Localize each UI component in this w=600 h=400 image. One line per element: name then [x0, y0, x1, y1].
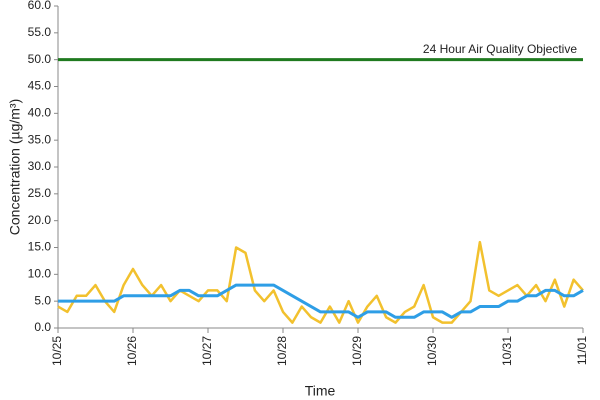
y-tick-label: 5.0	[34, 293, 51, 307]
series-line	[57, 240, 584, 324]
x-tick-label: 10/27	[200, 336, 214, 366]
reference-label: 24 Hour Air Quality Objective	[423, 42, 577, 56]
y-tick-label: 40.0	[28, 106, 52, 120]
series-line	[58, 283, 584, 319]
x-tick-label: 10/28	[275, 336, 289, 366]
y-tick-label: 25.0	[28, 186, 52, 200]
x-tick-label: 10/26	[125, 336, 139, 366]
y-tick-label: 35.0	[28, 132, 52, 146]
x-tick-label: 10/31	[500, 336, 514, 366]
y-axis-label: Concentration (µg/m³)	[7, 99, 23, 235]
y-tick-label: 50.0	[28, 52, 52, 66]
y-tick-label: 20.0	[28, 213, 52, 227]
y-tick-label: 60.0	[28, 0, 52, 12]
x-tick-label: 10/25	[50, 336, 64, 366]
y-tick-label: 30.0	[28, 159, 52, 173]
y-tick-label: 55.0	[28, 25, 52, 39]
y-tick-label: 0.0	[34, 320, 51, 334]
x-axis-label: Time	[305, 383, 336, 399]
y-tick-label: 10.0	[28, 267, 52, 281]
y-tick-label: 15.0	[28, 240, 52, 254]
y-tick-label: 45.0	[28, 79, 52, 93]
x-tick-label: 10/29	[350, 336, 364, 366]
x-tick-label: 11/01	[575, 336, 589, 365]
x-tick-label: 10/30	[425, 336, 439, 366]
